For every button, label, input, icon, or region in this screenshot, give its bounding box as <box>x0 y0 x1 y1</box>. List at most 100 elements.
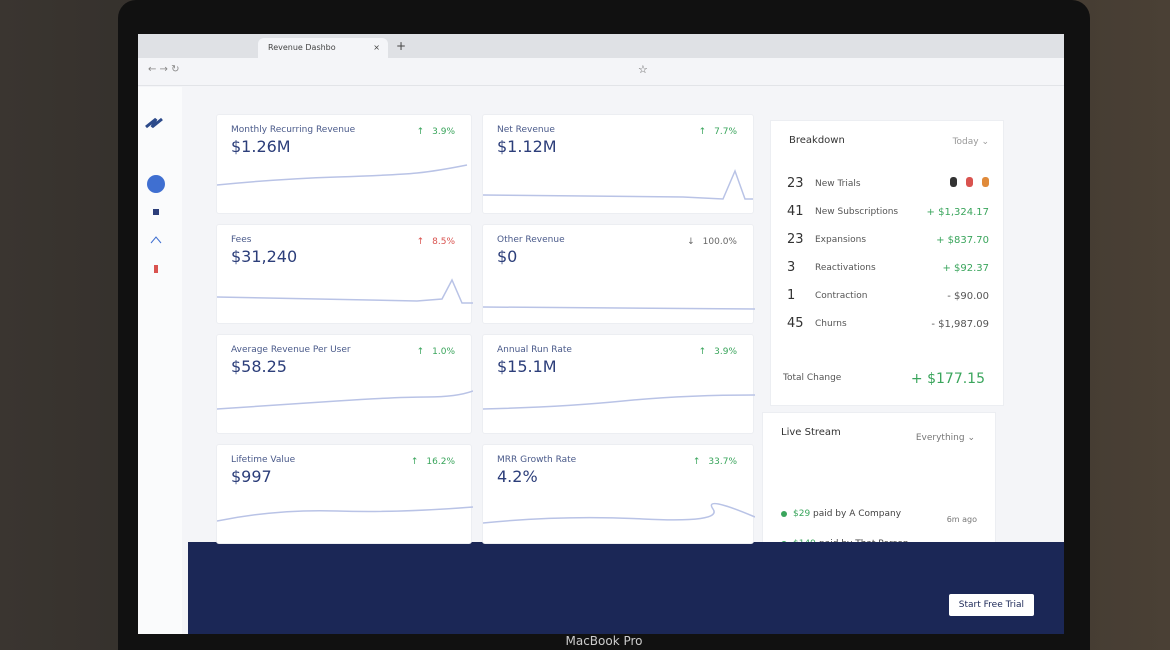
change-value: 3.9% <box>432 127 455 137</box>
sparkline-path <box>217 390 473 410</box>
trend-arrow: ↑ <box>698 347 707 357</box>
metric-value: $31,240 <box>231 247 298 266</box>
nav-buttons[interactable]: ← → ↻ <box>148 64 180 75</box>
breakdown-panel: Breakdown Today ⌄ Total Change + $177.15… <box>770 120 1004 406</box>
nav-icon[interactable] <box>153 209 159 215</box>
change-value: 3.9% <box>714 347 737 357</box>
tab-title: Revenue Dashbo <box>268 43 336 52</box>
metric-card[interactable]: Other Revenue $0 ↓ 100.0% <box>482 224 755 324</box>
panel-title: Breakdown <box>789 135 845 146</box>
change-value: 1.0% <box>432 347 455 357</box>
metric-change: ↑ 1.0% <box>417 347 455 357</box>
metric-card[interactable]: Net Revenue $1.12M ↑ 7.7% <box>482 114 754 214</box>
metric-card[interactable]: Lifetime Value $997 ↑ 16.2% <box>216 444 473 544</box>
metric-value: $0 <box>497 247 518 266</box>
trial-icons <box>941 177 989 190</box>
nav-icon[interactable] <box>150 236 162 244</box>
tab-close[interactable]: × <box>373 43 380 52</box>
trend-arrow: ↓ <box>687 237 695 247</box>
stream-text: paid by A Company <box>813 509 902 519</box>
nav-icon[interactable] <box>154 265 158 273</box>
metric-value: $997 <box>231 467 272 486</box>
total-value: + $177.15 <box>910 371 985 387</box>
row-label: Churns <box>815 319 847 329</box>
row-amount: + $837.70 <box>936 235 989 246</box>
trend-arrow: ↑ <box>416 127 425 137</box>
metric-value: $1.26M <box>231 137 291 156</box>
metric-title: Lifetime Value <box>231 455 296 465</box>
trend-arrow: ↑ <box>692 457 701 467</box>
row-label: New Subscriptions <box>815 207 899 217</box>
change-value: 33.7% <box>708 457 737 467</box>
row-label: Contraction <box>815 291 868 301</box>
row-amount: - $90.00 <box>947 291 989 302</box>
nav-icon[interactable] <box>147 175 165 193</box>
metric-change: ↓ 100.0% <box>687 237 737 247</box>
row-amount: - $1,987.09 <box>931 319 989 330</box>
filter-dropdown[interactable]: Everything ⌄ <box>915 433 975 443</box>
change-value: 100.0% <box>702 237 737 247</box>
panel-title: Live Stream <box>781 427 841 438</box>
avatar-icon <box>982 177 989 187</box>
change-value: 16.2% <box>426 457 455 467</box>
trend-arrow: ↑ <box>416 347 425 357</box>
metric-title: MRR Growth Rate <box>497 455 577 465</box>
metric-card[interactable]: Average Revenue Per User $58.25 ↑ 1.0% <box>216 334 473 434</box>
metric-card[interactable]: Annual Run Rate $15.1M ↑ 3.9% <box>482 334 755 434</box>
bookmark-star[interactable]: ☆ <box>638 63 648 76</box>
row-count: 23 <box>787 176 804 191</box>
total-label: Total Change <box>783 373 842 383</box>
browser-tab[interactable]: Revenue Dashbo × <box>258 38 388 58</box>
metric-value: $1.12M <box>497 137 557 156</box>
metric-title: Average Revenue Per User <box>231 345 351 355</box>
metric-title: Net Revenue <box>497 125 555 135</box>
start-trial-button[interactable]: Start Free Trial <box>948 594 1034 616</box>
metric-card[interactable]: MRR Growth Rate 4.2% ↑ 33.7% <box>482 444 755 544</box>
sparkline-path <box>483 306 755 310</box>
row-label: New Trials <box>815 179 861 189</box>
sparkline-path <box>483 502 755 524</box>
sparkline <box>483 168 753 200</box>
sparkline <box>483 502 755 524</box>
row-count: 3 <box>787 260 796 275</box>
metric-title: Fees <box>231 235 252 245</box>
sparkline <box>217 390 473 410</box>
sparkline <box>217 164 468 186</box>
sparkline-path <box>217 506 473 522</box>
logo <box>145 117 163 129</box>
metric-change: ↑ 7.7% <box>699 127 737 137</box>
sparkline-path <box>217 278 473 304</box>
new-tab[interactable]: + <box>396 39 407 53</box>
address-bar: ← → ↻ ☆ <box>138 58 1064 86</box>
device-label: MacBook Pro <box>565 634 643 648</box>
sparkline-path <box>217 164 468 186</box>
sparkline-path <box>483 168 753 200</box>
change-value: 8.5% <box>432 237 455 247</box>
row-count: 45 <box>787 316 804 331</box>
filter: Everything <box>915 433 965 443</box>
metric-value: $58.25 <box>231 357 287 376</box>
trend-arrow: ↑ <box>416 237 425 247</box>
stream-amount: $29 <box>793 509 811 519</box>
row-count: 41 <box>787 204 804 219</box>
trend-arrow: ↑ <box>410 457 419 467</box>
sparkline <box>483 394 755 410</box>
metric-card[interactable]: Fees $31,240 ↑ 8.5% <box>216 224 473 324</box>
row-amount: + $92.37 <box>942 263 989 274</box>
metric-change: ↑ 3.9% <box>699 347 737 357</box>
stream-time: 6m ago <box>946 515 977 524</box>
status-dot <box>781 511 787 517</box>
metric-title: Other Revenue <box>497 235 565 245</box>
sparkline-path <box>483 394 755 410</box>
avatar-icon <box>966 177 973 187</box>
row-label: Reactivations <box>815 263 876 273</box>
sidebar <box>138 87 182 634</box>
period-dropdown[interactable]: Today ⌄ <box>952 137 989 147</box>
metric-change: ↑ 16.2% <box>411 457 455 467</box>
metric-value: 4.2% <box>497 467 538 486</box>
metric-card[interactable]: Monthly Recurring Revenue $1.26M ↑ 3.9% <box>216 114 472 214</box>
row-amount: + $1,324.17 <box>926 207 989 218</box>
row-count: 23 <box>787 232 804 247</box>
metric-title: Monthly Recurring Revenue <box>231 125 356 135</box>
